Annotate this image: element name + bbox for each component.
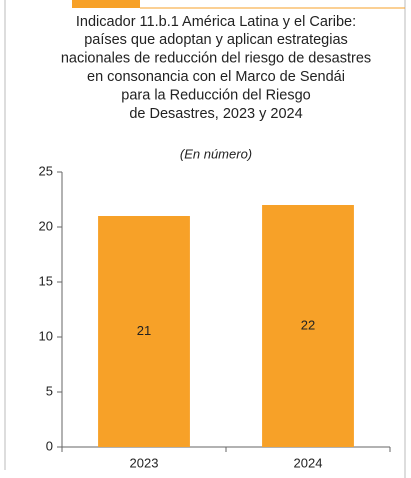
- chart-subtitle: (En número): [180, 146, 252, 161]
- y-tick-label: 15: [39, 273, 53, 288]
- y-tick-label: 20: [39, 218, 53, 233]
- chart-title: países que adoptan y aplican estrategias: [84, 32, 348, 48]
- chart-title: de Desastres, 2023 y 2024: [129, 106, 302, 122]
- chart-title: Indicador 11.b.1 América Latina y el Car…: [76, 14, 356, 30]
- y-tick-label: 5: [46, 383, 53, 398]
- y-tick-label: 0: [46, 438, 53, 453]
- value-label: 22: [301, 317, 315, 332]
- value-label: 21: [137, 323, 151, 338]
- bar: [262, 205, 354, 447]
- chart-title: nacionales de reducción del riesgo de de…: [61, 51, 371, 67]
- chart-title: en consonancia con el Marco de Sendái: [87, 69, 345, 85]
- chart-title: para la Reducción del Riesgo: [121, 87, 310, 103]
- tab: [72, 0, 140, 8]
- y-tick-label: 25: [39, 163, 53, 178]
- bar: [98, 216, 190, 447]
- x-tick-label: 2024: [294, 455, 323, 470]
- x-tick-label: 2023: [130, 455, 159, 470]
- y-tick-label: 10: [39, 328, 53, 343]
